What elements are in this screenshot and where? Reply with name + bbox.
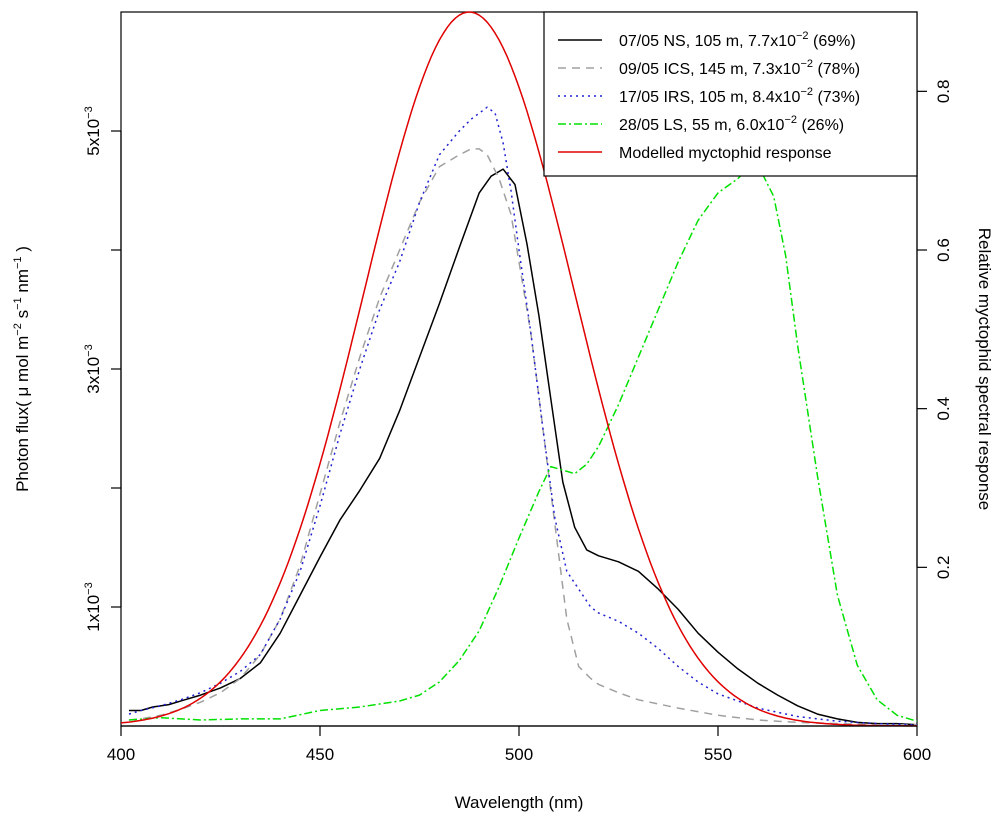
y-tick-label-right: 0.4 bbox=[934, 397, 953, 421]
x-tick-label: 500 bbox=[505, 745, 533, 764]
y-axis-title-left: Photon flux( μ mol m−2 s−1 nm−1 ) bbox=[12, 246, 32, 492]
series-layer bbox=[120, 11, 918, 727]
series-line-1 bbox=[129, 168, 918, 726]
series-line-5 bbox=[120, 11, 917, 727]
legend: 07/05 NS, 105 m, 7.7x10−2 (69%) 09/05 ICS… bbox=[543, 11, 918, 177]
x-tick-label: 550 bbox=[704, 745, 732, 764]
legend-box bbox=[543, 11, 918, 177]
legend-label: 07/05 NS, 105 m, 7.7x10−2 (69%) bbox=[619, 30, 856, 50]
series-line-2 bbox=[128, 148, 917, 726]
y-tick-label-right: 0.8 bbox=[934, 80, 953, 104]
series-line-3 bbox=[128, 106, 918, 726]
x-axis-title: Wavelength (nm) bbox=[455, 793, 584, 812]
axes-layer: 400 450 500 550 600 1x10−3 3x10−3 5x10−3 0.2 0.4 0… bbox=[83, 80, 953, 764]
legend-label: 17/05 IRS, 105 m, 8.4x10−2 (73%) bbox=[619, 86, 860, 106]
x-tick-label: 400 bbox=[107, 745, 135, 764]
y-tick-label-left: 1x10−3 bbox=[83, 582, 103, 631]
y-tick-label-left: 5x10−3 bbox=[83, 106, 103, 155]
legend-label: 09/05 ICS, 145 m, 7.3x10−2 (78%) bbox=[619, 58, 860, 78]
y-tick-label-left: 3x10−3 bbox=[83, 344, 103, 393]
y-axis-title-right: Relative myctophid spectral response bbox=[975, 228, 994, 511]
x-tick-label: 450 bbox=[306, 745, 334, 764]
x-tick-label: 600 bbox=[903, 745, 931, 764]
y-tick-label-right: 0.6 bbox=[934, 238, 953, 262]
legend-label: Modelled myctophid response bbox=[619, 145, 832, 162]
legend-label: 28/05 LS, 55 m, 6.0x10−2 (26%) bbox=[619, 114, 844, 134]
y-tick-label-right: 0.2 bbox=[934, 556, 953, 580]
series-line-4 bbox=[128, 165, 918, 722]
